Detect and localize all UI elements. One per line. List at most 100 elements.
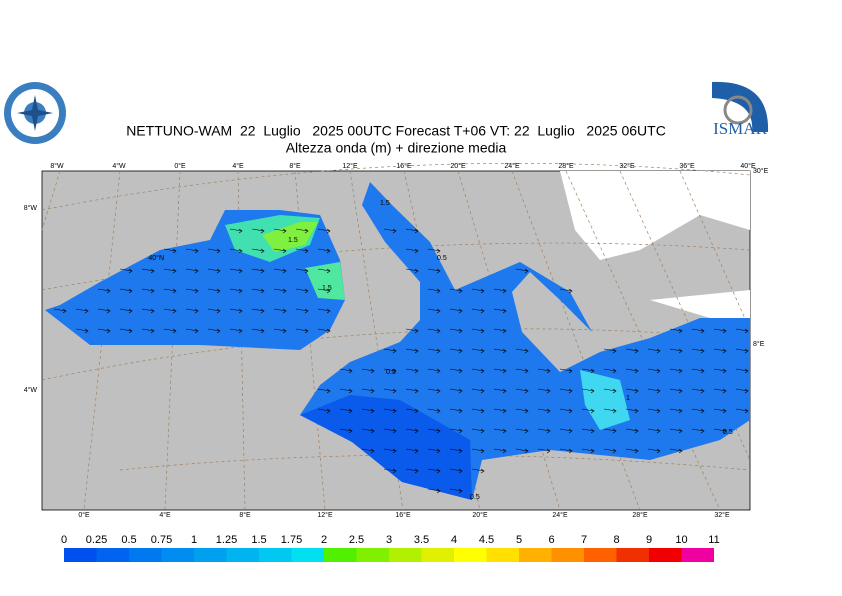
arrow-head [304,288,309,294]
arrow-head [194,248,199,254]
lon-label-top: 8°W [50,162,64,170]
arrow-head [392,428,397,434]
direction-arrow [207,288,221,292]
direction-arrow [251,288,265,292]
direction-arrow [361,368,375,372]
direction-arrow [559,288,573,292]
arrow-head [216,248,221,254]
arrow-head [436,448,441,454]
direction-arrow [295,228,309,232]
direction-arrow [97,308,111,312]
arrow-head [502,308,507,314]
arrow-head [150,328,155,334]
direction-arrow [449,368,463,372]
direction-arrow [405,408,419,412]
arrow-head [414,328,419,334]
contour-label: 0.5 [723,429,733,436]
lon-label-bottom: 16°E [395,511,411,519]
lon-label-bottom: 32°E [714,511,730,519]
direction-arrow [427,448,441,452]
direction-arrow [383,368,397,372]
direction-arrow [669,348,683,352]
arrow-head [260,248,265,254]
direction-arrow [691,428,705,432]
arrow-head [480,288,485,294]
lon-label-top: 32°E [619,162,635,170]
arrow-head [326,248,331,254]
direction-arrow [405,388,419,392]
arrow-head [458,328,463,334]
arrow-head [194,328,199,334]
arrow-head [370,408,375,414]
direction-arrow [713,348,727,352]
arrow-head [84,308,89,314]
arrow-head [436,388,441,394]
arrow-head [172,268,177,274]
arrow-head [128,308,133,314]
arrow-head [326,288,331,294]
direction-arrow [163,328,177,332]
direction-arrow [119,328,133,332]
direction-arrow [493,308,507,312]
direction-arrow [669,388,683,392]
arrow-head [414,268,419,274]
colorbar-box [389,548,422,562]
colorbar-box [259,548,292,562]
direction-arrow [251,268,265,272]
arrow-head [238,228,243,234]
colorbar-label: 2.5 [349,534,364,546]
direction-arrow [383,408,397,412]
colorbar-box [421,548,454,562]
direction-arrow [185,288,199,292]
arrow-head [678,408,683,414]
direction-arrow [141,328,155,332]
direction-arrow [691,388,705,392]
direction-arrow [405,468,419,472]
direction-arrow [251,308,265,312]
arrow-head [634,408,639,414]
direction-arrow [383,388,397,392]
direction-arrow [383,448,397,452]
direction-arrow [471,468,485,472]
direction-arrow [273,328,287,332]
arrow-head [282,288,287,294]
arrow-head [678,448,683,454]
arrow-head [502,348,507,354]
arrow-head [568,388,573,394]
colorbar-label: 4.5 [479,534,494,546]
direction-arrow [449,448,463,452]
arrow-head [634,368,639,374]
contour-label: 0.5 [386,369,396,376]
direction-arrow [361,428,375,432]
arrow-head [436,248,441,254]
direction-arrow [229,288,243,292]
arrow-head [216,268,221,274]
direction-arrow [339,408,353,412]
direction-arrow [273,268,287,272]
direction-arrow [647,408,661,412]
arrow-head [282,328,287,334]
direction-arrow [295,308,309,312]
arrow-head [414,368,419,374]
arrow-head [326,268,331,274]
direction-arrow [141,308,155,312]
side-label-left: 8°W [24,204,38,212]
direction-arrow [317,328,331,332]
direction-arrow [449,328,463,332]
arrow-head [480,388,485,394]
arrow-head [524,368,529,374]
colorbar-label: 4 [451,534,457,546]
lon-label-bottom: 28°E [632,511,648,519]
direction-arrow [515,408,529,412]
direction-arrow [141,288,155,292]
arrow-head [348,368,353,374]
lon-label-top: 36°E [679,162,695,170]
arrow-head [700,328,705,334]
colorbar-box [649,548,682,562]
arrow-head [216,328,221,334]
direction-arrow [471,288,485,292]
direction-arrow [405,428,419,432]
colorbar-box [291,548,324,562]
arrow-head [150,308,155,314]
arrow-head [722,368,727,374]
